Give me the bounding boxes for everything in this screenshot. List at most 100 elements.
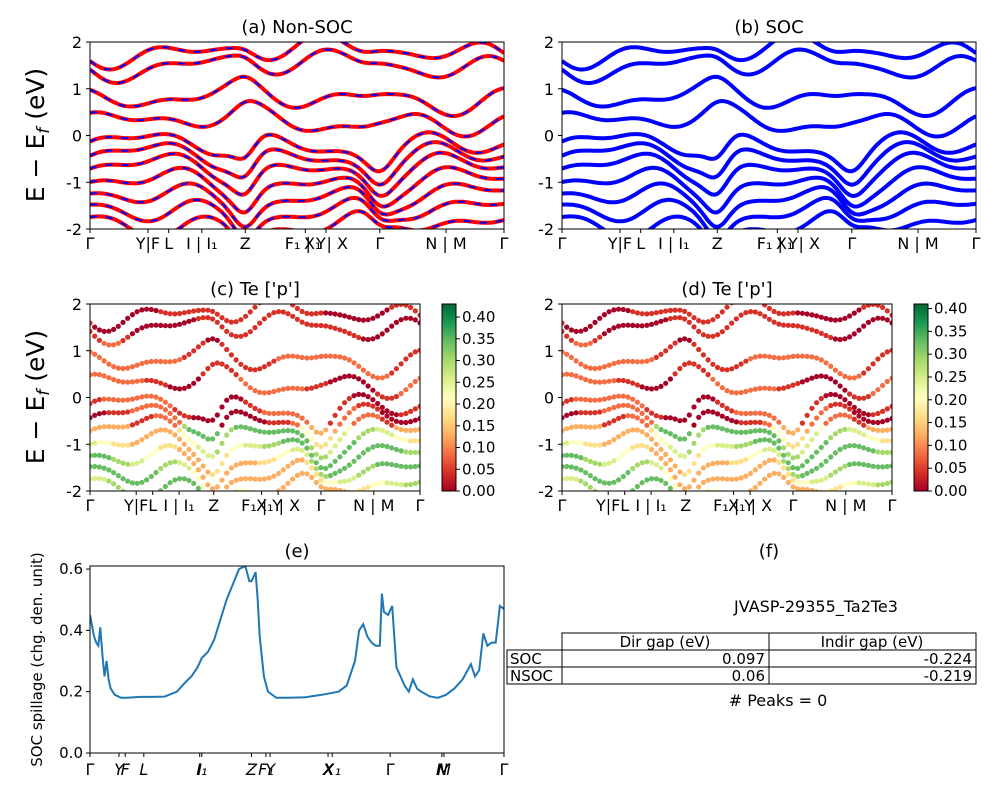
projection-point (842, 397, 848, 403)
projection-point (280, 438, 286, 445)
projection-point (158, 445, 164, 451)
projection-point (766, 457, 773, 463)
projection-point (766, 429, 773, 436)
projection-point (205, 365, 211, 372)
projection-point (795, 480, 801, 486)
projection-point (578, 342, 584, 348)
projection-point (752, 467, 758, 473)
projection-point (828, 391, 834, 397)
projection-point (686, 319, 692, 325)
projection-point (346, 373, 352, 379)
projection-point (153, 413, 159, 419)
projection-point (144, 434, 150, 440)
colorbar-tick-label: 0.35 (934, 322, 967, 340)
projection-point (309, 311, 315, 317)
projection-point (766, 437, 773, 443)
projection-point (630, 396, 636, 402)
projection-point (129, 364, 135, 370)
projection-point (562, 328, 565, 334)
projection-point (738, 410, 744, 416)
projection-point (776, 430, 782, 436)
projection-point (337, 454, 343, 460)
projection-point (620, 377, 626, 384)
projection-point (592, 379, 598, 385)
projection-point (851, 480, 857, 486)
projection-point (90, 372, 93, 378)
projection-point (243, 381, 249, 387)
projection-point (644, 407, 650, 413)
projection-point (313, 441, 319, 447)
projection-point (870, 361, 876, 367)
projection-point (630, 488, 636, 491)
projection-point (191, 480, 197, 486)
projection-point (691, 341, 697, 347)
projection-point (748, 440, 754, 446)
projection-point (696, 470, 702, 476)
projection-point (601, 480, 608, 486)
projection-point (597, 365, 603, 371)
projection-point (337, 421, 343, 427)
projection-point (167, 323, 173, 329)
projection-point (294, 305, 300, 312)
projection-point (129, 480, 135, 486)
projection-point (393, 462, 399, 468)
projection-point (120, 424, 126, 430)
projection-point (101, 328, 107, 334)
projection-point (705, 424, 711, 430)
projection-point (191, 461, 197, 467)
projection-point (323, 323, 329, 329)
projection-point (280, 419, 286, 425)
x-tick-label: Γ (386, 760, 395, 779)
projection-point (790, 484, 796, 490)
projection-point (337, 437, 343, 443)
projection-point (181, 413, 187, 419)
projection-point (710, 476, 716, 482)
projection-point (814, 415, 820, 421)
projection-point (649, 357, 655, 363)
x-tick-label: Y (114, 760, 125, 779)
projection-point (724, 427, 730, 433)
projection-point (266, 410, 272, 416)
projection-point (870, 448, 876, 454)
projection-point (748, 356, 754, 362)
projection-point (408, 352, 414, 358)
x-tick-label: Γ (558, 234, 567, 253)
projection-point (181, 354, 187, 360)
projection-point (309, 436, 315, 442)
x-tick-label: I (197, 760, 202, 779)
x-tick-label: Γ (500, 760, 509, 779)
projection-point (573, 373, 579, 379)
projection-point (276, 356, 282, 362)
projection-point (649, 386, 655, 392)
projection-point (700, 319, 707, 325)
projection-point (106, 410, 112, 416)
projection-point (351, 393, 357, 399)
projection-point (592, 365, 598, 372)
projection-point (276, 419, 282, 426)
projection-point (167, 460, 173, 466)
band-line (562, 42, 976, 72)
projection-point (809, 312, 815, 318)
projection-point (294, 429, 300, 436)
projection-point (653, 413, 659, 419)
projection-point (181, 441, 187, 447)
projection-point (177, 357, 183, 363)
projection-point (611, 458, 617, 464)
projection-point (370, 444, 376, 450)
projection-point (677, 482, 683, 488)
y-tick-label: 2 (72, 295, 82, 314)
projection-point (172, 459, 178, 465)
projection-point (606, 327, 612, 333)
projection-point (562, 464, 565, 470)
projection-point (634, 462, 641, 468)
projection-point (106, 375, 112, 381)
x-tick-label: X₁ | X (728, 496, 772, 515)
projection-point (776, 451, 782, 458)
projection-point (823, 475, 829, 481)
projection-point (785, 479, 791, 486)
projection-point (606, 378, 612, 384)
x-tick-label: N | M (353, 496, 394, 515)
projection-point (384, 395, 390, 401)
projection-point (172, 407, 178, 413)
projection-point (205, 469, 211, 475)
